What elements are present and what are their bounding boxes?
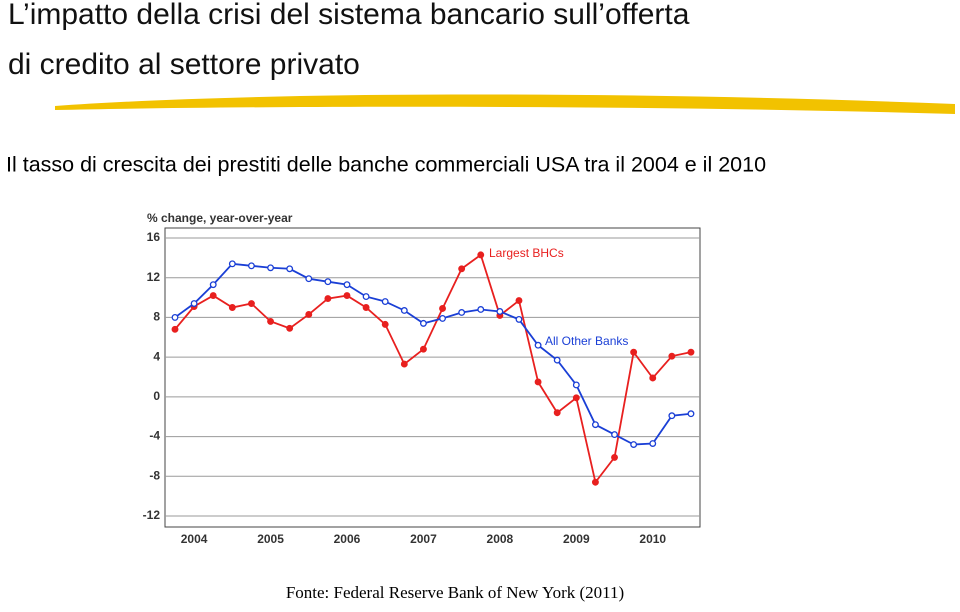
data-point bbox=[400, 360, 408, 368]
data-point bbox=[515, 297, 523, 304]
data-point bbox=[649, 374, 657, 382]
plot-frame bbox=[164, 227, 701, 528]
data-point bbox=[553, 356, 561, 364]
x-tick-label: 2005 bbox=[257, 532, 284, 546]
data-point bbox=[649, 440, 657, 447]
y-tick-label: -4 bbox=[149, 429, 160, 443]
title: di credito al settore privato bbox=[8, 48, 360, 81]
data-point bbox=[668, 352, 676, 360]
y-tick-label: -12 bbox=[143, 508, 161, 522]
data-point bbox=[572, 381, 580, 389]
data-point bbox=[171, 325, 179, 333]
data-point bbox=[343, 281, 351, 289]
y-tick-label: 8 bbox=[153, 310, 160, 324]
data-point bbox=[419, 345, 427, 353]
data-point bbox=[477, 306, 485, 313]
x-tick-label: 2008 bbox=[487, 532, 514, 546]
data-point bbox=[228, 304, 236, 311]
series-label: Largest BHCs bbox=[489, 246, 564, 260]
series-label: All Other Banks bbox=[545, 334, 628, 348]
title: L’impatto della crisi del sistema bancar… bbox=[8, 0, 690, 31]
data-point bbox=[668, 412, 676, 420]
data-point bbox=[324, 295, 332, 303]
data-point bbox=[419, 319, 427, 327]
subtitle: Il tasso di crescita dei prestiti delle … bbox=[6, 153, 766, 177]
data-point bbox=[477, 251, 485, 259]
data-point bbox=[534, 378, 542, 386]
data-point bbox=[286, 324, 294, 332]
y-tick-label: -8 bbox=[149, 468, 160, 482]
data-point bbox=[247, 262, 255, 270]
y-tick-label: 4 bbox=[153, 349, 160, 363]
data-point bbox=[267, 317, 274, 325]
y-tick-label: 12 bbox=[147, 270, 161, 284]
data-point bbox=[534, 341, 542, 349]
data-point bbox=[381, 320, 389, 328]
brush-stroke bbox=[55, 94, 955, 114]
data-point bbox=[591, 478, 599, 486]
data-point bbox=[458, 265, 466, 273]
data-point bbox=[572, 394, 580, 402]
y-tick-label: 16 bbox=[147, 230, 161, 244]
data-point bbox=[630, 441, 638, 448]
x-tick-label: 2009 bbox=[563, 532, 590, 546]
data-point bbox=[591, 421, 599, 429]
data-point bbox=[687, 348, 695, 356]
data-point bbox=[324, 278, 332, 286]
data-point bbox=[209, 292, 217, 300]
data-point bbox=[439, 314, 446, 322]
data-point bbox=[190, 300, 198, 307]
data-point bbox=[209, 281, 217, 289]
data-point bbox=[496, 308, 504, 315]
series-line bbox=[174, 253, 692, 485]
data-point bbox=[611, 431, 618, 439]
data-point bbox=[343, 292, 351, 300]
data-point bbox=[400, 307, 408, 314]
data-point bbox=[381, 298, 389, 305]
data-point bbox=[305, 311, 313, 318]
data-point bbox=[515, 315, 523, 323]
x-tick-label: 2004 bbox=[181, 532, 208, 546]
series-line bbox=[174, 262, 692, 446]
data-point bbox=[228, 260, 236, 268]
data-point bbox=[553, 409, 561, 417]
data-point bbox=[611, 453, 618, 461]
source: Fonte: Federal Reserve Bank of New York … bbox=[286, 583, 624, 602]
data-point bbox=[362, 304, 370, 311]
data-point bbox=[687, 410, 695, 418]
data-point bbox=[439, 305, 446, 312]
data-point bbox=[171, 313, 179, 321]
data-point bbox=[630, 348, 638, 356]
y-tick-label: 0 bbox=[153, 389, 160, 403]
data-point bbox=[267, 264, 274, 272]
x-tick-label: 2006 bbox=[334, 532, 361, 546]
y-axis-label: % change, year-over-year bbox=[147, 211, 293, 225]
data-point bbox=[362, 293, 370, 301]
data-point bbox=[305, 275, 313, 283]
data-point bbox=[247, 300, 255, 307]
data-point bbox=[286, 265, 294, 273]
data-point bbox=[458, 309, 466, 316]
x-tick-label: 2010 bbox=[639, 532, 666, 546]
x-tick-label: 2007 bbox=[410, 532, 437, 546]
